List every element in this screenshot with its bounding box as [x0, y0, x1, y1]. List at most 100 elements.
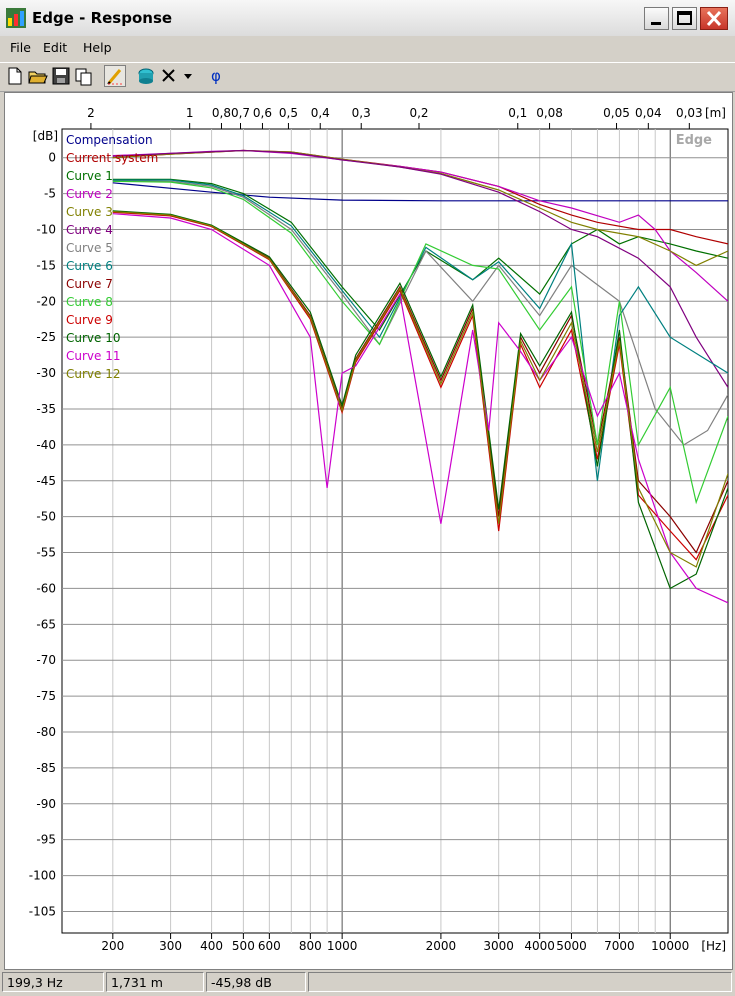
y-tick-label: 0 [48, 151, 56, 165]
legend-entry: Current system [66, 151, 158, 165]
series-line-7 [112, 180, 728, 446]
curve-dropdown-button[interactable] [180, 65, 196, 87]
y-tick-label: -15 [36, 258, 56, 272]
top-axis-label: 0,04 [635, 106, 662, 120]
top-axis-unit: [m] [705, 106, 726, 120]
menu-bar: File Edit Help [0, 36, 735, 60]
y-axis-unit: [dB] [33, 129, 58, 143]
legend-entry: Curve 1 [66, 169, 113, 183]
x-tick-label: 500 [232, 939, 255, 953]
y-tick-label: -35 [36, 402, 56, 416]
copy-button[interactable] [73, 65, 95, 87]
x-tick-label: 10000 [651, 939, 689, 953]
legend-entry: Curve 5 [66, 241, 113, 255]
x-tick-label: 4000 [524, 939, 555, 953]
x-tick-label: 3000 [483, 939, 514, 953]
close-icon [706, 10, 722, 27]
y-tick-label: -50 [36, 510, 56, 524]
top-axis-label: 1 [186, 106, 194, 120]
top-axis-label: 0,4 [311, 106, 330, 120]
top-axis-label: 0,8 [212, 106, 231, 120]
y-tick-label: -60 [36, 581, 56, 595]
x-tick-label: 7000 [604, 939, 635, 953]
open-button[interactable] [27, 65, 49, 87]
y-tick-label: -85 [36, 761, 56, 775]
x-tick-label: 800 [299, 939, 322, 953]
series-line-6 [112, 149, 728, 388]
bucket-icon [138, 68, 154, 84]
status-distance: 1,731 m [106, 972, 204, 992]
close-button[interactable] [700, 7, 728, 30]
phase-button[interactable]: φ [205, 65, 227, 87]
maximize-icon [677, 11, 692, 25]
top-axis-label: 0,1 [508, 106, 527, 120]
series-line-10 [112, 180, 728, 505]
top-axis-label: 0,2 [409, 106, 428, 120]
legend-entry: Curve 11 [66, 349, 121, 363]
delete-x-icon [162, 69, 175, 82]
window-title: Edge - Response [32, 9, 173, 27]
minimize-button[interactable] [644, 7, 669, 30]
y-tick-label: -45 [36, 474, 56, 488]
pencil-icon [107, 69, 122, 85]
y-tick-label: -65 [36, 617, 56, 631]
new-file-button[interactable] [4, 65, 26, 87]
series-line-3 [112, 178, 728, 332]
status-level: -45,98 dB [206, 972, 306, 992]
plot-frame [61, 128, 729, 934]
series-line-8 [112, 179, 728, 481]
status-frequency: 199,3 Hz [2, 972, 104, 992]
menu-file[interactable]: File [10, 40, 31, 55]
response-chart[interactable]: 0 -5 -10 -15 -20 -25 -30 -35 -40 -45 -50 -55 -60 -65 -… [5, 93, 732, 969]
new-file-icon [8, 67, 22, 85]
copy-icon [75, 68, 92, 86]
status-bar: 199,3 Hz 1,731 m -45,98 dB [0, 970, 735, 996]
legend-entry: Curve 2 [66, 187, 113, 201]
open-folder-icon [28, 71, 48, 84]
toolbar: φ [0, 62, 735, 92]
series-line-14 [112, 211, 728, 568]
save-icon [52, 67, 70, 85]
menu-edit[interactable]: Edit [43, 40, 68, 55]
legend-entry: Curve 9 [66, 313, 113, 327]
series-line-1 [112, 182, 728, 202]
legend-entry: Curve 3 [66, 205, 113, 219]
save-button[interactable] [50, 65, 72, 87]
legend-entry: Curve 10 [66, 331, 121, 345]
title-bar[interactable]: Edge - Response [0, 0, 735, 37]
x-tick-label: 1000 [327, 939, 358, 953]
phase-icon-box: φ [211, 67, 221, 85]
y-tick-label: -70 [36, 653, 56, 667]
response-plot[interactable]: 0 -5 -10 -15 -20 -25 -30 -35 -40 -45 -50 -55 -60 -65 -… [4, 92, 733, 970]
app-icon [6, 8, 26, 28]
x-tick-label: 5000 [556, 939, 587, 953]
y-tick-label: -40 [36, 438, 56, 452]
menu-help[interactable]: Help [83, 40, 112, 55]
x-tick-label: 200 [101, 939, 124, 953]
delete-curve-button[interactable] [158, 65, 180, 87]
y-tick-label: -30 [36, 366, 56, 380]
draw-curve-button[interactable] [104, 65, 126, 87]
top-axis-label: 0,05 [603, 106, 630, 120]
x-tick-label: 300 [159, 939, 182, 953]
top-axis-label: 0,3 [352, 106, 371, 120]
phase-icon: φ [211, 67, 221, 85]
y-tick-label: -105 [29, 904, 56, 918]
y-tick-label: -90 [36, 797, 56, 811]
legend-entry: Curve 6 [66, 259, 113, 273]
y-tick-label: -10 [36, 223, 56, 237]
legend-entry: Curve 7 [66, 277, 113, 291]
legend-entry: Curve 4 [66, 223, 113, 237]
top-axis-label: 2 [87, 106, 95, 120]
y-tick-label: -75 [36, 689, 56, 703]
top-axis-label: 0,08 [536, 106, 563, 120]
y-tick-label: -80 [36, 725, 56, 739]
minimize-icon [651, 22, 661, 25]
bucket-button[interactable] [135, 65, 157, 87]
edge-watermark: Edge [676, 133, 712, 148]
top-axis-label: 0,6 [253, 106, 272, 120]
legend-entry: Curve 8 [66, 295, 113, 309]
x-tick-label: 400 [200, 939, 223, 953]
maximize-button[interactable] [672, 7, 697, 30]
